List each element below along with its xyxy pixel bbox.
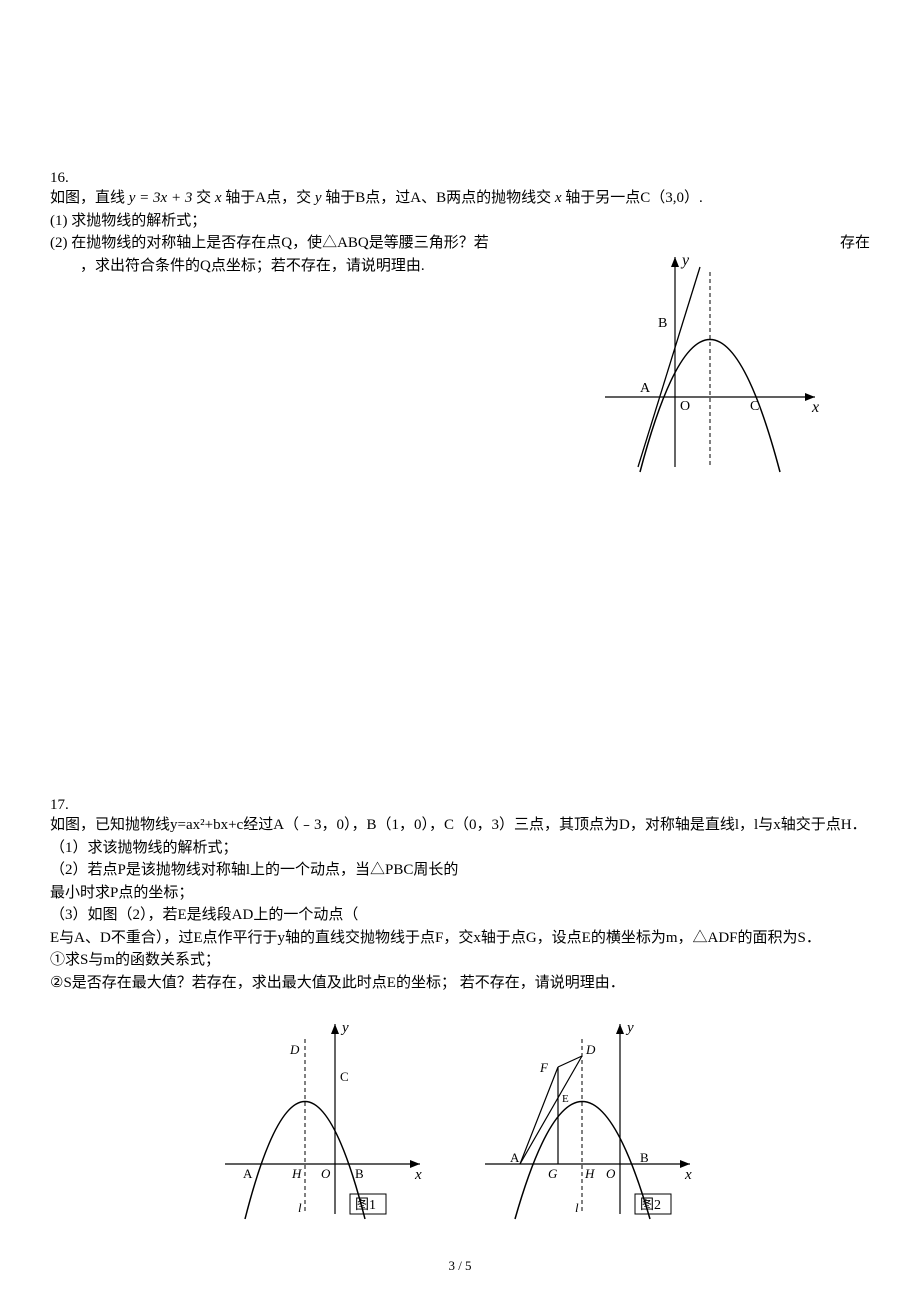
- p16-q2a: (2) 在抛物线的对称轴上是否存在点Q，使△ABQ是等腰三角形？若: [50, 232, 489, 255]
- svg-text:C: C: [340, 1069, 349, 1084]
- problem-16: 16. 如图，直线 y = 3x + 3 交 x 轴于A点，交 y 轴于B点，过…: [50, 170, 870, 477]
- p16-figure: x y A B C O: [600, 247, 830, 477]
- svg-text:O: O: [606, 1166, 616, 1181]
- text: 如图，直线: [50, 190, 129, 206]
- svg-text:G: G: [548, 1166, 558, 1181]
- p17-q1: （1）求该抛物线的解析式；: [50, 837, 870, 860]
- p17-line1: 如图，已知抛物线y=ax²+bx+c经过A（﹣3，0），B（1，0），C（0，3…: [50, 814, 870, 837]
- svg-text:O: O: [321, 1166, 331, 1181]
- text: 轴于A点，交: [222, 190, 315, 206]
- label-C: C: [750, 399, 759, 414]
- svg-text:x: x: [684, 1167, 692, 1183]
- svg-text:D: D: [585, 1042, 596, 1057]
- p16-line1: 如图，直线 y = 3x + 3 交 x 轴于A点，交 y 轴于B点，过A、B两…: [50, 187, 870, 210]
- svg-text:y: y: [625, 1020, 634, 1036]
- text: 轴于另一点C（3,0）.: [562, 190, 703, 206]
- svg-text:D: D: [289, 1042, 300, 1057]
- p17-q3c: ①求S与m的函数关系式；: [50, 949, 870, 972]
- var-y: y: [315, 190, 322, 206]
- p17-figure2: x y A B D F E G H O l 图2: [480, 1014, 700, 1224]
- p17-q2b: 最小时求P点的坐标；: [50, 882, 870, 905]
- svg-text:图2: 图2: [640, 1198, 661, 1213]
- label-B: B: [658, 316, 667, 331]
- p17-q2a: （2）若点P是该抛物线对称轴l上的一个动点，当△PBC周长的: [50, 859, 870, 882]
- p16-q2a-tail: 存在: [840, 232, 870, 255]
- equation: y = 3x + 3: [129, 190, 193, 206]
- var-x: x: [555, 190, 562, 206]
- svg-text:H: H: [291, 1166, 302, 1181]
- p17-figure1: x y A B C D H O l 图1: [220, 1014, 430, 1224]
- svg-text:B: B: [640, 1150, 649, 1165]
- svg-text:y: y: [340, 1020, 349, 1036]
- svg-text:x: x: [414, 1167, 422, 1183]
- svg-text:B: B: [355, 1166, 364, 1181]
- p17-figures: x y A B C D H O l 图1: [50, 1014, 870, 1224]
- problem-17: 17. 如图，已知抛物线y=ax²+bx+c经过A（﹣3，0），B（1，0），C…: [50, 797, 870, 1224]
- ylabel: y: [680, 252, 690, 269]
- svg-text:A: A: [510, 1150, 520, 1165]
- p17-q3d: ②S是否存在最大值？若存在，求出最大值及此时点E的坐标； 若不存在，请说明理由．: [50, 972, 870, 995]
- svg-text:F: F: [539, 1060, 549, 1075]
- svg-text:A: A: [243, 1166, 253, 1181]
- svg-text:E: E: [562, 1093, 569, 1105]
- p16-q1: (1) 求抛物线的解析式；: [50, 210, 870, 233]
- xlabel: x: [811, 399, 819, 416]
- svg-text:l: l: [298, 1200, 302, 1215]
- svg-text:H: H: [584, 1166, 595, 1181]
- page-footer: 3 / 5: [0, 1258, 920, 1274]
- text: 交: [192, 190, 215, 206]
- label-A: A: [640, 381, 651, 396]
- p17-q3a: （3）如图（2），若E是线段AD上的一个动点（: [50, 904, 870, 927]
- label-O: O: [680, 399, 690, 414]
- p17-q3b: E与A、D不重合），过E点作平行于y轴的直线交抛物线于点F，交x轴于点G，设点E…: [50, 927, 870, 950]
- problem-number: 17.: [50, 797, 870, 814]
- svg-text:图1: 图1: [355, 1198, 376, 1213]
- svg-text:l: l: [575, 1200, 579, 1215]
- var-x: x: [215, 190, 222, 206]
- text: 轴于B点，过A、B两点的抛物线交: [322, 190, 555, 206]
- problem-number: 16.: [50, 170, 870, 187]
- p16-figure-wrap: x y A B C O: [50, 247, 870, 477]
- spacer: [50, 517, 870, 797]
